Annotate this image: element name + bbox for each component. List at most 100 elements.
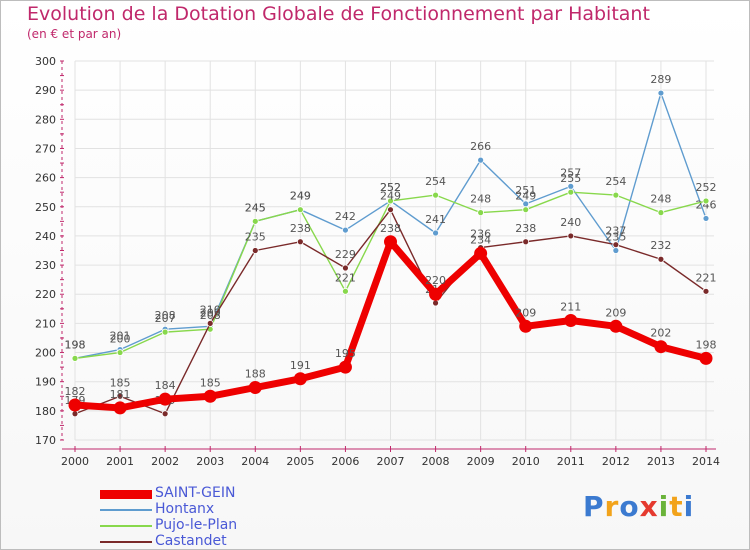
- data-label-pujo-le-plan-2004: 245: [245, 201, 266, 214]
- x-tick-label-2012: 2012: [602, 455, 630, 468]
- data-label-hontanx-2008: 241: [425, 213, 446, 226]
- data-point-hontanx-2014: [702, 215, 710, 222]
- data-point-saint-gein-2001: [113, 401, 127, 415]
- data-point-saint-gein-2000: [68, 398, 82, 412]
- legend-label-hontanx: Hontanx: [155, 501, 215, 517]
- data-point-saint-gein-2008: [429, 287, 443, 301]
- data-label-pujo-le-plan-2002: 207: [155, 312, 176, 325]
- data-point-saint-gein-2003: [203, 389, 217, 403]
- y-tick-label-260: 260: [35, 172, 56, 185]
- x-tick-label-2013: 2013: [647, 455, 675, 468]
- legend-swatch-pujo-le-plan: [100, 525, 152, 527]
- data-point-castandet-2012: [612, 241, 620, 249]
- data-point-saint-gein-2006: [338, 360, 352, 374]
- data-point-castandet-2007: [387, 206, 394, 214]
- data-point-castandet-2008: [432, 299, 439, 307]
- data-label-castandet-2001: 185: [110, 376, 131, 389]
- data-label-hontanx-2000: 198: [65, 338, 86, 351]
- data-label-hontanx-2010: 251: [515, 184, 536, 197]
- data-point-pujo-le-plan-2006: [342, 287, 349, 295]
- data-point-pujo-le-plan-2014: [702, 197, 710, 205]
- x-tick-label-2011: 2011: [557, 455, 585, 468]
- data-point-pujo-le-plan-2004: [251, 217, 259, 225]
- data-point-pujo-le-plan-2008: [432, 191, 439, 199]
- data-label-castandet-2007: 249: [380, 190, 401, 203]
- data-point-castandet-2011: [567, 232, 575, 240]
- data-label-castandet-2004: 235: [245, 231, 266, 244]
- logo-letter-p: P: [583, 490, 605, 523]
- legend-swatch-castandet: [100, 541, 152, 543]
- data-point-saint-gein-2007: [384, 235, 397, 249]
- data-label-pujo-le-plan-2012: 254: [605, 175, 626, 188]
- data-point-castandet-2014: [702, 287, 710, 295]
- legend-label-castandet: Castandet: [155, 533, 227, 549]
- data-label-pujo-le-plan-2007: 252: [380, 181, 401, 194]
- data-label-hontanx-2002: 208: [155, 309, 176, 322]
- data-point-hontanx-2008: [432, 229, 439, 237]
- y-tick-label-300: 300: [35, 55, 56, 68]
- data-label-saint-gein-2003: 185: [200, 376, 221, 389]
- data-point-saint-gein-2012: [609, 319, 623, 333]
- logo-letter-o: o: [619, 490, 640, 523]
- data-label-castandet-2012: 237: [605, 225, 626, 238]
- data-label-saint-gein-2014: 198: [696, 338, 717, 351]
- data-label-saint-gein-2007: 238: [380, 222, 401, 235]
- data-point-pujo-le-plan-2012: [612, 191, 620, 199]
- logo-letter-i2: i: [683, 490, 695, 523]
- data-label-pujo-le-plan-2000: 198: [65, 338, 86, 351]
- data-label-hontanx-2001: 201: [110, 330, 131, 343]
- data-label-hontanx-2005: 249: [290, 190, 311, 203]
- chart-title: Evolution de la Dotation Globale de Fonc…: [27, 3, 650, 25]
- data-point-castandet-2000: [71, 410, 79, 418]
- x-tick-label-2009: 2009: [467, 455, 495, 468]
- legend-swatch-hontanx: [100, 509, 152, 511]
- data-point-castandet-2001: [116, 392, 124, 400]
- data-point-castandet-2006: [342, 264, 349, 272]
- data-label-hontanx-2004: 245: [245, 201, 266, 214]
- data-label-saint-gein-2010: 209: [515, 306, 536, 319]
- legend-label-pujo-le-plan: Pujo-le-Plan: [155, 517, 238, 533]
- data-point-saint-gein-2004: [248, 381, 262, 395]
- data-label-castandet-2014: 221: [696, 271, 717, 284]
- data-point-castandet-2005: [296, 238, 304, 246]
- data-label-saint-gein-2004: 188: [245, 368, 266, 381]
- y-tick-label-200: 200: [35, 347, 56, 360]
- data-label-pujo-le-plan-2014: 252: [696, 181, 717, 194]
- data-label-hontanx-2011: 257: [560, 166, 581, 179]
- x-tick-label-2014: 2014: [692, 455, 720, 468]
- legend-label-saint-gein: SAINT-GEIN: [155, 485, 236, 501]
- data-label-pujo-le-plan-2011: 255: [560, 172, 581, 185]
- data-label-saint-gein-2000: 182: [65, 385, 86, 398]
- legend-swatch-saint-gein: [100, 489, 152, 499]
- data-label-saint-gein-2006: 195: [335, 347, 356, 360]
- data-label-hontanx-2006: 242: [335, 210, 356, 223]
- data-point-castandet-2004: [251, 247, 259, 254]
- data-point-pujo-le-plan-2000: [71, 354, 79, 362]
- y-tick-label-220: 220: [35, 288, 56, 301]
- data-label-castandet-2013: 232: [650, 239, 671, 252]
- x-tick-label-2001: 2001: [106, 455, 134, 468]
- data-point-hontanx-2009: [477, 156, 485, 164]
- logo-letter-x: x: [639, 490, 659, 523]
- y-tick-label-230: 230: [35, 259, 56, 272]
- chart-subtitle: (en € et par an): [27, 27, 122, 41]
- y-tick-label-240: 240: [35, 230, 56, 243]
- data-label-pujo-le-plan-2010: 249: [515, 190, 536, 203]
- data-label-castandet-2009: 236: [470, 228, 491, 241]
- data-label-hontanx-2009: 266: [470, 140, 491, 153]
- y-tick-label-250: 250: [35, 201, 56, 214]
- y-tick-label-180: 180: [35, 405, 56, 418]
- data-label-castandet-2006: 229: [335, 248, 356, 261]
- data-point-hontanx-2006: [342, 226, 349, 234]
- data-point-pujo-le-plan-2009: [477, 209, 485, 217]
- data-label-saint-gein-2001: 181: [110, 388, 131, 401]
- x-tick-label-2000: 2000: [61, 455, 89, 468]
- data-label-saint-gein-2009: 234: [470, 233, 491, 246]
- data-point-pujo-le-plan-2011: [567, 188, 575, 196]
- x-tick-label-2008: 2008: [422, 455, 450, 468]
- data-label-pujo-le-plan-2013: 248: [650, 193, 671, 206]
- data-point-saint-gein-2013: [654, 340, 668, 354]
- x-tick-label-2004: 2004: [241, 455, 269, 468]
- data-point-saint-gein-2005: [293, 372, 307, 386]
